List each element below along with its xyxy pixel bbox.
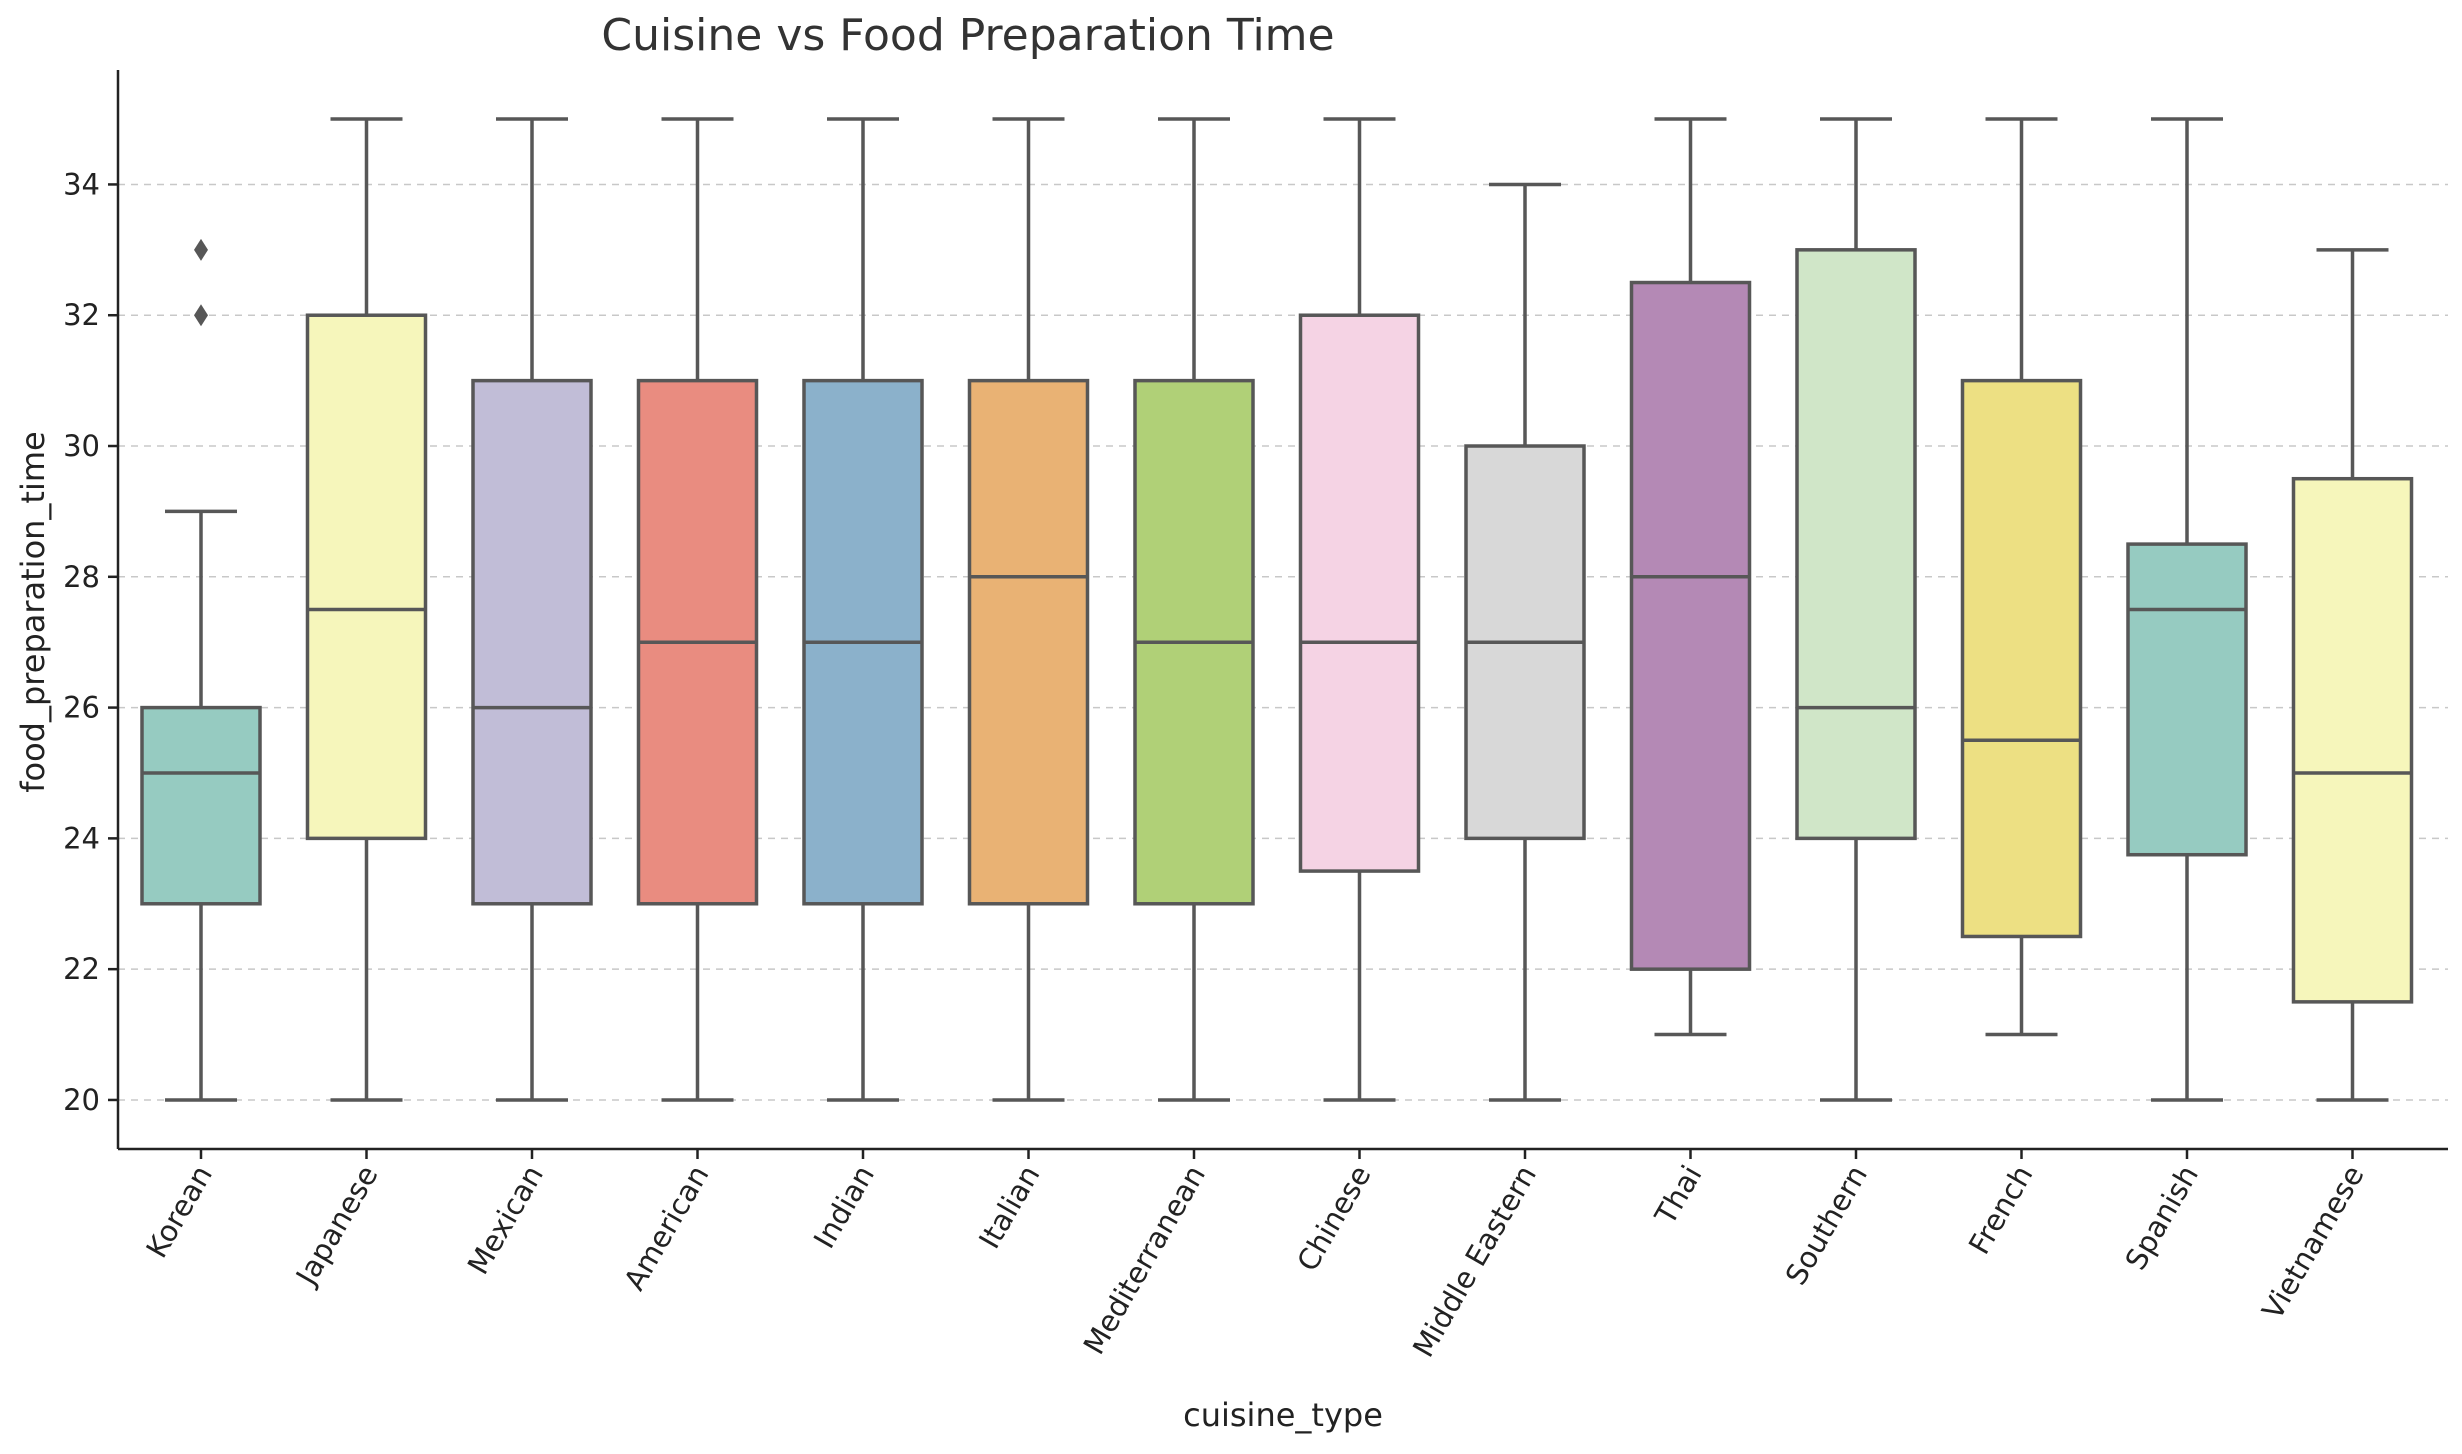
x-tick-label-japanese: Japanese — [288, 1160, 384, 1293]
outlier-point — [194, 304, 208, 327]
y-tick-label-20: 20 — [63, 1083, 100, 1117]
box-mexican — [471, 117, 593, 1102]
x-tick-label-vietnamese: Vietnamese — [2255, 1160, 2370, 1326]
box-mediterranean — [1133, 117, 1255, 1102]
y-tick-label-26: 26 — [63, 691, 100, 725]
iqr-box — [471, 378, 593, 906]
x-axis-label: cuisine_type — [1183, 1396, 1383, 1434]
box-vietnamese — [2291, 248, 2414, 1102]
x-tick-label-korean: Korean — [139, 1160, 219, 1264]
box-american — [636, 117, 759, 1102]
iqr-box — [967, 378, 1090, 906]
x-tick-label-italian: Italian — [972, 1160, 1046, 1255]
y-axis-label: food_preparation_time — [14, 431, 52, 792]
iqr-box — [1298, 313, 1421, 873]
iqr-box — [2291, 476, 2414, 1004]
box-thai — [1629, 117, 1752, 1037]
boxes — [140, 117, 2414, 1102]
chart-title: Cuisine vs Food Preparation Time — [601, 10, 1334, 61]
iqr-box — [1629, 280, 1752, 971]
y-tick-label-30: 30 — [63, 429, 100, 463]
y-tick-label-22: 22 — [63, 952, 100, 986]
y-tick-label-28: 28 — [63, 560, 100, 594]
x-tick-label-indian: Indian — [807, 1160, 881, 1255]
y-tick-label-24: 24 — [63, 821, 100, 855]
y-ticks: 20 22 24 26 28 30 32 34 — [63, 167, 118, 1117]
outlier-point — [194, 238, 208, 261]
x-ticks: Korean Japanese Mexican American Indian Itali… — [139, 1149, 2371, 1363]
iqr-box — [2126, 542, 2248, 857]
iqr-box — [305, 313, 428, 841]
axes — [116, 70, 2448, 1151]
iqr-box — [140, 705, 262, 906]
box-indian — [802, 117, 924, 1102]
box-french — [1960, 117, 2083, 1037]
box-southern — [1795, 117, 1917, 1102]
box-japanese — [305, 117, 428, 1102]
x-tick-label-southern: Southern — [1779, 1160, 1874, 1291]
gridlines — [118, 183, 2448, 1101]
iqr-box — [1795, 248, 1917, 841]
box-italian — [967, 117, 1090, 1102]
x-tick-label-mexican: Mexican — [461, 1160, 550, 1281]
x-tick-label-spanish: Spanish — [2118, 1160, 2205, 1276]
y-tick-label-34: 34 — [63, 167, 100, 201]
x-tick-label-chinese: Chinese — [1290, 1160, 1377, 1277]
x-tick-label-american: American — [617, 1160, 715, 1297]
x-tick-label-french: French — [1962, 1160, 2040, 1260]
iqr-box — [1960, 378, 2083, 939]
box-chinese — [1298, 117, 1421, 1102]
box-spanish — [2126, 117, 2248, 1102]
box-middle-eastern — [1464, 182, 1586, 1102]
x-tick-label-thai: Thai — [1648, 1160, 1709, 1232]
x-tick-label-middle-eastern: Middle Eastern — [1406, 1160, 1543, 1363]
box-korean — [140, 238, 262, 1102]
y-tick-label-32: 32 — [63, 298, 100, 332]
x-tick-label-mediterranean: Mediterranean — [1077, 1160, 1212, 1361]
